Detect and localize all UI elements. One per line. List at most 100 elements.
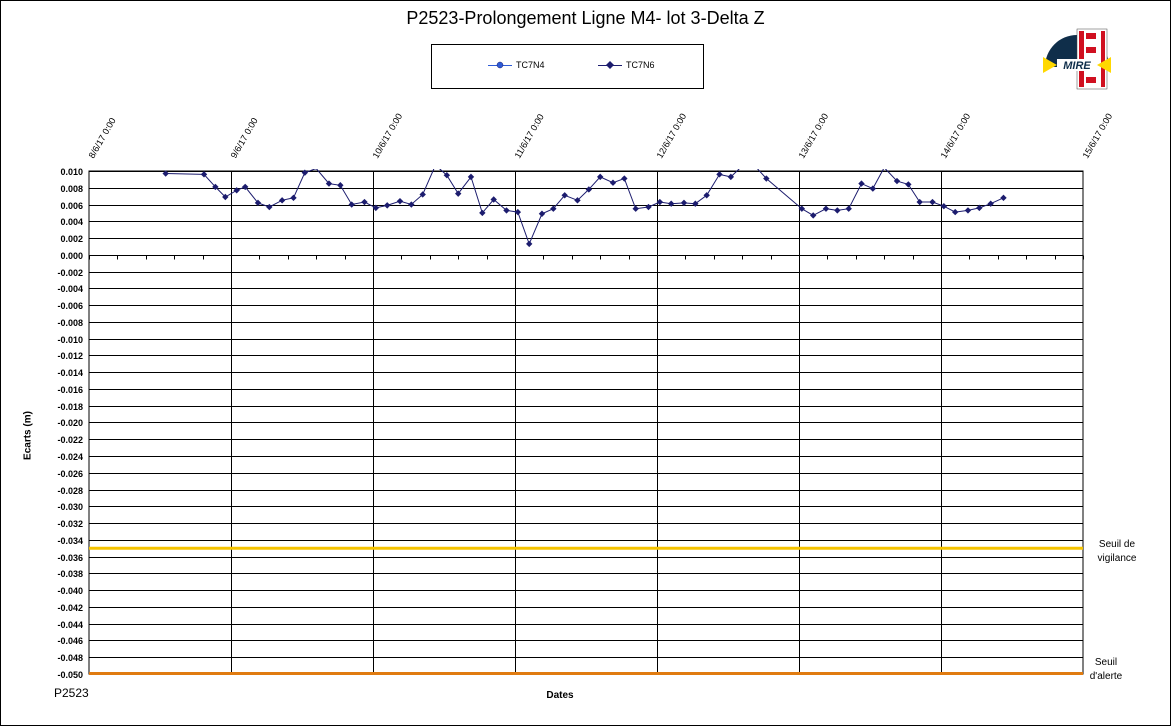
- data-point: [656, 198, 664, 206]
- y-tick-label: -0.050: [57, 670, 83, 680]
- data-point: [233, 187, 240, 194]
- y-tick-label: -0.006: [57, 301, 83, 311]
- data-point: [763, 175, 770, 182]
- data-point: [609, 179, 617, 186]
- x-tick-label: 14/6/17 0:00: [939, 112, 973, 160]
- legend-label-tc7n6: TC7N6: [626, 60, 655, 70]
- y-tick-label: -0.032: [57, 519, 83, 529]
- seuil-alerte-line2: d'alerte: [1089, 671, 1123, 682]
- series-tc7n6-group: [162, 169, 1007, 248]
- data-point: [408, 201, 415, 208]
- series-tc7n6-line: [165, 169, 1004, 246]
- data-point: [561, 192, 568, 199]
- data-point: [550, 205, 557, 212]
- data-point: [621, 175, 628, 182]
- data-point: [384, 202, 391, 209]
- data-point: [987, 200, 994, 207]
- x-tick-label: 13/6/17 0:00: [797, 112, 831, 160]
- y-tick-label: 0.008: [60, 184, 83, 194]
- y-tick-label: -0.004: [57, 284, 83, 294]
- x-tick-label: 8/6/17 0:00: [87, 116, 118, 160]
- y-tick-label: -0.048: [57, 653, 83, 663]
- data-point: [916, 198, 923, 206]
- data-point: [668, 200, 675, 207]
- data-point: [952, 208, 959, 216]
- data-point: [905, 181, 912, 188]
- y-tick-label: 0.000: [60, 251, 83, 261]
- y-tick-label: -0.028: [57, 486, 83, 496]
- data-point: [443, 171, 451, 179]
- data-point: [372, 204, 380, 212]
- data-point: [419, 191, 426, 198]
- x-axis-label: Dates: [546, 690, 574, 701]
- data-point: [834, 207, 841, 214]
- data-point: [162, 170, 169, 177]
- data-point: [858, 180, 865, 187]
- data-point: [278, 197, 286, 204]
- y-tick-label: -0.008: [57, 318, 83, 328]
- x-tick-label: 9/6/17 0:00: [229, 116, 260, 160]
- thresholds: [89, 546, 1083, 675]
- y-tick-label: -0.022: [57, 435, 83, 445]
- data-point: [845, 205, 852, 212]
- legend-label-tc7n4: TC7N4: [516, 60, 545, 70]
- data-point: [727, 173, 735, 181]
- y-tick-label: -0.012: [57, 351, 83, 361]
- data-point: [574, 197, 581, 204]
- y-tick-label: 0.004: [60, 217, 83, 227]
- data-point: [361, 198, 368, 206]
- seuil-alerte-label: Seuil d'alerte: [1076, 656, 1136, 684]
- data-point: [703, 192, 710, 199]
- y-tick-label: -0.044: [57, 620, 83, 630]
- data-point: [893, 177, 901, 185]
- data-point: [976, 204, 983, 212]
- y-tick-label: 0.006: [60, 201, 83, 211]
- data-point: [692, 200, 699, 207]
- y-tick-label: -0.016: [57, 385, 83, 395]
- y-tick-label: -0.020: [57, 418, 83, 428]
- data-point: [212, 183, 219, 191]
- y-tick-label: -0.042: [57, 603, 83, 613]
- data-point: [514, 208, 522, 216]
- data-point: [810, 212, 817, 219]
- data-point: [822, 205, 830, 212]
- svg-text:MIRE: MIRE: [1063, 60, 1091, 72]
- data-point: [585, 186, 593, 193]
- y-tick-label: -0.036: [57, 553, 83, 563]
- seuil-alerte-line1: Seuil: [1094, 657, 1118, 668]
- mire-logo: MIRE: [1043, 27, 1111, 91]
- data-point: [290, 194, 297, 202]
- data-point: [798, 205, 806, 212]
- data-point: [538, 210, 546, 217]
- data-point: [337, 182, 344, 189]
- legend: TC7N4 TC7N6: [431, 44, 704, 89]
- data-point: [645, 203, 652, 211]
- data-point: [325, 180, 333, 187]
- x-axis-ticks: 8/6/17 0:00 9/6/17 0:00 10/6/17 0:00 11/6/1…: [87, 112, 1115, 160]
- y-tick-label: -0.038: [57, 569, 83, 579]
- legend-marker-tc7n4: [496, 61, 504, 69]
- data-point: [348, 201, 355, 208]
- y-tick-label: -0.040: [57, 586, 83, 596]
- y-tick-label: -0.026: [57, 469, 83, 479]
- y-tick-label: -0.030: [57, 502, 83, 512]
- data-point: [242, 183, 249, 191]
- data-point: [597, 173, 604, 181]
- grid: [88, 170, 1084, 675]
- data-point: [632, 205, 639, 212]
- x-tick-label: 12/6/17 0:00: [655, 112, 689, 160]
- data-point: [1000, 194, 1007, 202]
- data-point: [222, 193, 229, 201]
- y-tick-label: -0.002: [57, 268, 83, 278]
- data-point: [254, 199, 262, 207]
- data-point: [526, 240, 533, 248]
- data-point: [964, 207, 972, 214]
- y-tick-label: 0.002: [60, 234, 83, 244]
- data-point: [490, 196, 497, 203]
- data-point: [680, 199, 688, 207]
- y-tick-label: 0.010: [60, 167, 83, 177]
- seuil-vigilance-label: Seuil de vigilance: [1087, 538, 1147, 566]
- data-point: [455, 190, 462, 197]
